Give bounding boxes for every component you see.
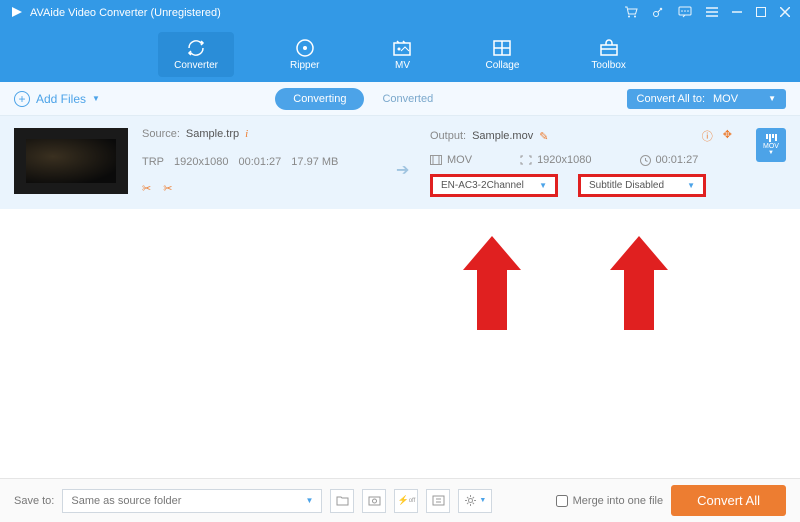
audio-track-dropdown[interactable]: EN-AC3-2Channel ▼ bbox=[430, 174, 558, 197]
source-label: Source: bbox=[142, 128, 180, 140]
window-controls bbox=[624, 6, 790, 21]
add-files-label: Add Files bbox=[36, 92, 86, 106]
footer-bar: Save to: Same as source folder ▼ ⚡off ▼ … bbox=[0, 478, 800, 522]
save-to-value: Same as source folder bbox=[71, 495, 181, 507]
save-to-dropdown[interactable]: Same as source folder ▼ bbox=[62, 489, 322, 513]
task-schedule-button[interactable] bbox=[426, 489, 450, 513]
titlebar: AVAide Video Converter (Unregistered) bbox=[0, 0, 800, 26]
audio-track-value: EN-AC3-2Channel bbox=[441, 180, 524, 191]
edit-icon[interactable]: ✎ bbox=[539, 130, 548, 143]
source-size: 17.97 MB bbox=[291, 156, 338, 168]
nav-label: MV bbox=[395, 60, 410, 71]
chevron-down-icon: ▼ bbox=[92, 94, 100, 103]
top-nav: Converter Ripper MV Collage Toolbox bbox=[0, 26, 800, 82]
key-icon[interactable] bbox=[652, 6, 664, 21]
output-duration: 00:01:27 bbox=[656, 154, 699, 166]
cart-icon[interactable] bbox=[624, 6, 638, 21]
source-duration: 00:01:27 bbox=[238, 156, 281, 168]
output-resolution: 1920x1080 bbox=[537, 154, 591, 166]
subtitle-dropdown[interactable]: Subtitle Disabled ▼ bbox=[578, 174, 706, 197]
nav-toolbox[interactable]: Toolbox bbox=[575, 32, 641, 77]
convert-all-to-label: Convert All to: bbox=[637, 93, 705, 105]
film-icon bbox=[430, 155, 442, 165]
settings-button[interactable]: ▼ bbox=[458, 489, 492, 513]
plus-icon: + bbox=[14, 91, 30, 107]
merge-checkbox[interactable]: Merge into one file bbox=[556, 495, 664, 507]
output-filename: Sample.mov bbox=[472, 130, 533, 142]
subtitle-value: Subtitle Disabled bbox=[589, 180, 664, 191]
nav-label: Ripper bbox=[290, 60, 319, 71]
nav-collage[interactable]: Collage bbox=[469, 32, 535, 77]
content-area: Source: Sample.trp i TRP 1920x1080 00:01… bbox=[0, 116, 800, 478]
nav-label: Converter bbox=[174, 60, 218, 71]
speed-toggle-button[interactable]: ⚡off bbox=[394, 489, 418, 513]
merge-checkbox-input[interactable] bbox=[556, 495, 568, 507]
chevron-down-icon: ▼ bbox=[687, 181, 695, 190]
chevron-down-icon: ▼ bbox=[305, 496, 313, 505]
info-icon[interactable]: i bbox=[245, 128, 248, 140]
convert-all-to-value: MOV bbox=[713, 93, 738, 105]
feedback-icon[interactable] bbox=[678, 6, 692, 21]
video-thumbnail[interactable] bbox=[14, 128, 128, 194]
move-icon[interactable]: ✥ bbox=[723, 128, 732, 144]
convert-all-button[interactable]: Convert All bbox=[671, 485, 786, 516]
maximize-icon[interactable] bbox=[756, 7, 766, 20]
app-logo-icon bbox=[10, 5, 24, 22]
close-icon[interactable] bbox=[780, 7, 790, 20]
chevron-down-icon: ▼ bbox=[768, 150, 774, 156]
nav-label: Toolbox bbox=[591, 60, 625, 71]
app-title: AVAide Video Converter (Unregistered) bbox=[30, 7, 624, 19]
chevron-down-icon: ▼ bbox=[539, 181, 547, 190]
annotation-arrow-1 bbox=[463, 236, 521, 330]
minimize-icon[interactable] bbox=[732, 7, 742, 20]
pin-icon[interactable]: ✂ bbox=[142, 182, 151, 195]
tab-converting[interactable]: Converting bbox=[275, 88, 364, 110]
source-filename: Sample.trp bbox=[186, 128, 239, 140]
format-badge-label: MOV bbox=[763, 143, 779, 150]
cut-icon[interactable]: ✂ bbox=[163, 182, 172, 195]
arrow-icon: ➔ bbox=[396, 128, 416, 180]
save-to-label: Save to: bbox=[14, 495, 54, 507]
chevron-down-icon: ▼ bbox=[768, 94, 776, 103]
annotation-arrow-2 bbox=[610, 236, 668, 330]
clock-icon bbox=[640, 155, 651, 166]
output-label: Output: bbox=[430, 130, 466, 142]
info-output-icon[interactable]: ⓘ bbox=[702, 128, 713, 144]
source-format: TRP bbox=[142, 156, 164, 168]
merge-label: Merge into one file bbox=[573, 495, 664, 507]
resolution-icon bbox=[520, 155, 532, 165]
snapshot-button[interactable] bbox=[362, 489, 386, 513]
tab-converted[interactable]: Converted bbox=[364, 88, 451, 110]
output-format-badge[interactable]: MOV ▼ bbox=[756, 128, 786, 162]
add-files-button[interactable]: + Add Files ▼ bbox=[14, 91, 100, 107]
output-column: Output: Sample.mov ✎ ⓘ ✥ MOV 1920x1080 0… bbox=[430, 128, 732, 197]
nav-ripper[interactable]: Ripper bbox=[274, 32, 335, 77]
sub-toolbar: + Add Files ▼ Converting Converted Conve… bbox=[0, 82, 800, 116]
menu-icon[interactable] bbox=[706, 7, 718, 20]
app-window: AVAide Video Converter (Unregistered) Co… bbox=[0, 0, 800, 522]
output-format: MOV bbox=[447, 154, 472, 166]
nav-mv[interactable]: MV bbox=[375, 32, 429, 77]
open-folder-button[interactable] bbox=[330, 489, 354, 513]
nav-label: Collage bbox=[485, 60, 519, 71]
nav-converter[interactable]: Converter bbox=[158, 32, 234, 77]
convert-all-to-dropdown[interactable]: Convert All to: MOV ▼ bbox=[627, 89, 786, 109]
file-item-row: Source: Sample.trp i TRP 1920x1080 00:01… bbox=[0, 116, 800, 209]
source-column: Source: Sample.trp i TRP 1920x1080 00:01… bbox=[142, 128, 382, 195]
source-resolution: 1920x1080 bbox=[174, 156, 228, 168]
